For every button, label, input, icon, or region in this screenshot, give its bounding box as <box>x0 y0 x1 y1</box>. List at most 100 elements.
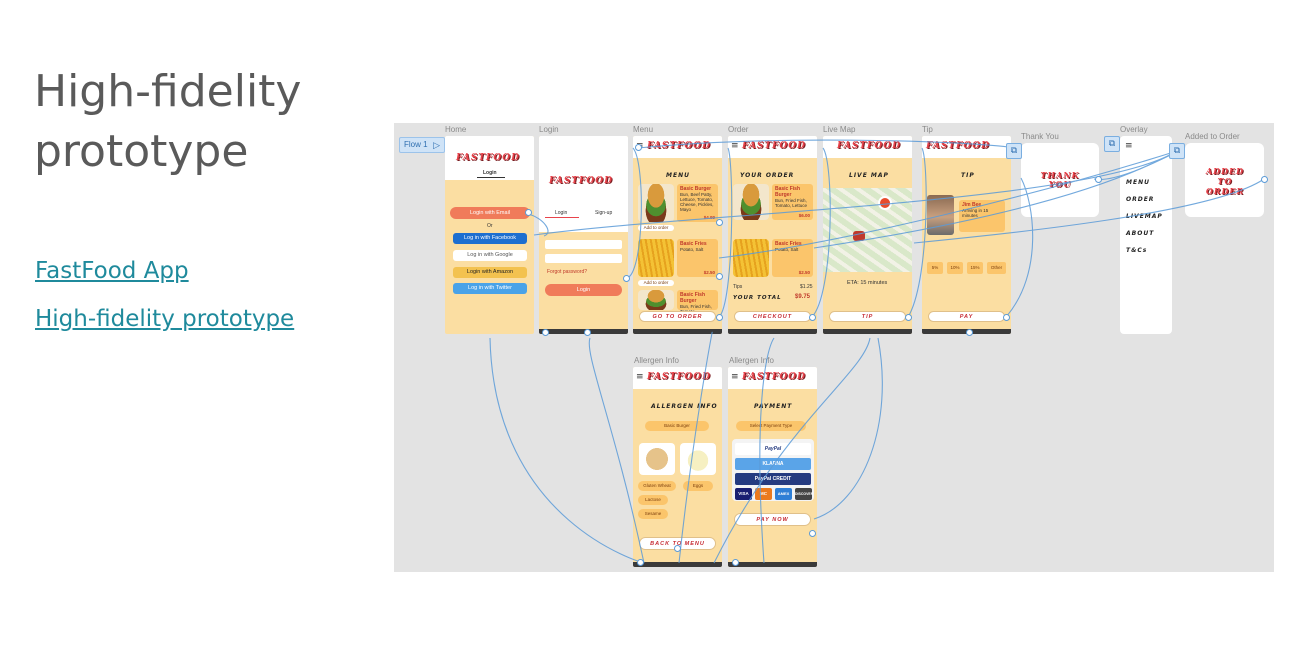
menu-item-burger[interactable]: Basic Burger Bun, Beef Patty, Lettuce, T… <box>677 184 718 222</box>
frame-label-overlay: Overlay <box>1120 125 1148 134</box>
overlay-item-order[interactable]: ORDER <box>1126 196 1155 203</box>
tip-option-10[interactable]: 10% <box>947 262 963 274</box>
home-screen: FASTFOOD Login Login with Email Or Log i… <box>445 136 534 334</box>
node-login-btn[interactable] <box>623 275 630 282</box>
fastfood-app-link[interactable]: FastFood App <box>35 258 189 284</box>
login-tab-underline <box>545 217 579 218</box>
connector-added-back <box>913 178 1265 244</box>
node-payment-bottom[interactable] <box>732 559 739 566</box>
order-item2-desc: Potato, Salt <box>775 247 799 252</box>
overlay-hamburger-icon[interactable]: ≡ <box>1125 141 1133 151</box>
overlay-trigger-icon[interactable]: ⧉ <box>1006 143 1022 159</box>
allergen-header <box>633 367 722 389</box>
node-livemap-cta[interactable] <box>905 314 912 321</box>
overlay-item-tcs[interactable]: T&Cs <box>1126 247 1148 254</box>
order-item1-desc: Bun, Fried Fish, Tomato, Lettuce <box>775 198 808 208</box>
node-added[interactable] <box>1261 176 1268 183</box>
tip-logo: FASTFOOD <box>926 141 990 151</box>
overlay-item-livemap[interactable]: LIVEMAP <box>1126 213 1163 220</box>
overlay-item-about[interactable]: ABOUT <box>1126 230 1155 237</box>
discover-option[interactable]: DISCOVER <box>795 488 813 500</box>
paypal-option[interactable]: PayPal <box>735 443 811 455</box>
added-to-order-screen: ADDED TO ORDER <box>1185 143 1264 217</box>
tips-label: Tips <box>733 284 743 290</box>
visa-card-option[interactable]: VISA <box>735 488 752 500</box>
twitter-login-button[interactable]: Log in with Twitter <box>453 283 527 294</box>
add-burger-button[interactable]: Add to order <box>638 225 674 231</box>
signup-tab[interactable]: Sign-up <box>595 210 613 216</box>
home-login-tab[interactable]: Login <box>483 170 497 176</box>
tip-option-15[interactable]: 15% <box>967 262 983 274</box>
login-logo: FASTFOOD <box>549 176 613 186</box>
node-pay-now[interactable] <box>809 530 816 537</box>
node-tip-bottom[interactable] <box>966 329 973 336</box>
node-thankyou[interactable] <box>1095 176 1102 183</box>
overlay-trigger-icon-3[interactable]: ⧉ <box>1169 143 1185 159</box>
livemap-heading: LIVE MAP <box>849 172 889 179</box>
amazon-login-button[interactable]: Login with Amazon <box>453 267 527 278</box>
frame-label-home: Home <box>445 125 467 134</box>
amex-option[interactable]: AMEX <box>775 488 792 500</box>
connector-payment-livemap <box>713 337 871 564</box>
menu-item-fries[interactable]: Basic Fries Potato, Salt $2.50 <box>677 239 718 277</box>
payment-type-selector[interactable]: Select Payment Type <box>736 421 806 431</box>
prototype-canvas[interactable]: Flow 1 ▷ Home Login Menu Order Live Map … <box>394 123 1274 572</box>
facebook-login-button[interactable]: Log in with Facebook <box>453 233 527 244</box>
add-fries-button[interactable]: Add to order <box>638 280 674 286</box>
allergen-sesame: Sesame <box>638 509 668 519</box>
paypal-credit-option[interactable]: PayPal CREDIT <box>735 473 811 485</box>
mayo-image <box>680 443 716 475</box>
node-menu-add[interactable] <box>716 273 723 280</box>
go-to-order-button[interactable]: GO TO ORDER <box>639 311 716 322</box>
order-item-fish-burger: Basic Fish Burger Bun, Fried Fish, Tomat… <box>772 184 813 220</box>
node-login-bottom-left[interactable] <box>542 329 549 336</box>
payment-hamburger-icon[interactable]: ≡ <box>731 372 739 382</box>
login-button[interactable]: Login <box>545 284 622 296</box>
node-menu-cta[interactable] <box>716 314 723 321</box>
connector-menu-order <box>718 147 733 318</box>
forgot-password-link[interactable]: Forgot password? <box>547 269 588 275</box>
connector-overlay-menu2 <box>718 150 1178 259</box>
order-hamburger-icon[interactable]: ≡ <box>731 141 739 151</box>
home-tab-underline <box>477 177 505 178</box>
menu-item-fries-desc: Potato, Salt <box>680 247 704 252</box>
livemap-screen: FASTFOOD LIVE MAP ETA: 15 minutes TIP <box>823 136 912 334</box>
node-tip-cta[interactable] <box>1003 314 1010 321</box>
order-heading: YOUR ORDER <box>740 172 795 179</box>
login-email-button[interactable]: Login with Email <box>450 207 530 219</box>
node-menu-add-burger[interactable] <box>716 219 723 226</box>
frame-label-allergen: Allergen Info <box>634 356 679 365</box>
node-menu-top[interactable] <box>635 144 642 151</box>
connector-overlay-home <box>533 150 1178 236</box>
login-tab[interactable]: Login <box>555 210 568 216</box>
allergen-item-selector[interactable]: Basic Burger <box>645 421 709 431</box>
pay-now-button[interactable]: PAY NOW <box>734 513 811 526</box>
map-view[interactable] <box>823 188 912 272</box>
allergen-logo: FASTFOOD <box>647 372 711 382</box>
tip-option-other[interactable]: Other <box>987 262 1006 274</box>
tip-option-5[interactable]: 5% <box>927 262 943 274</box>
menu-logo: FASTFOOD <box>647 141 711 151</box>
overlay-item-menu[interactable]: MENU <box>1126 179 1150 186</box>
password-field[interactable] <box>545 254 622 263</box>
email-field[interactable] <box>545 240 622 249</box>
fish-burger-image <box>638 290 674 310</box>
flow-start-button[interactable]: Flow 1 ▷ <box>399 137 445 153</box>
node-order-cta[interactable] <box>809 314 816 321</box>
node-home-email[interactable] <box>525 209 532 216</box>
high-fidelity-prototype-link[interactable]: High-fidelity prototype <box>35 306 295 332</box>
frame-label-thankyou: Thank You <box>1021 132 1059 141</box>
klarna-option[interactable]: KLARNA <box>735 458 811 470</box>
node-allergen-bottom[interactable] <box>637 559 644 566</box>
allergen-hamburger-icon[interactable]: ≡ <box>636 372 644 382</box>
node-back-to-menu[interactable] <box>674 545 681 552</box>
eta-text: ETA: 15 minutes <box>847 280 888 286</box>
mastercard-option[interactable]: MC <box>755 488 772 500</box>
overlay-trigger-icon-2[interactable]: ⧉ <box>1104 136 1120 152</box>
allergen-gluten: Gluten Wheat <box>638 481 676 491</box>
node-login-bottom[interactable] <box>584 329 591 336</box>
menu-item-burger-name: Basic Burger <box>680 186 712 192</box>
menu-heading: MENU <box>666 172 690 179</box>
slide-title: High-fidelity prototype <box>34 66 302 177</box>
google-login-button[interactable]: Log in with Google <box>453 250 527 261</box>
